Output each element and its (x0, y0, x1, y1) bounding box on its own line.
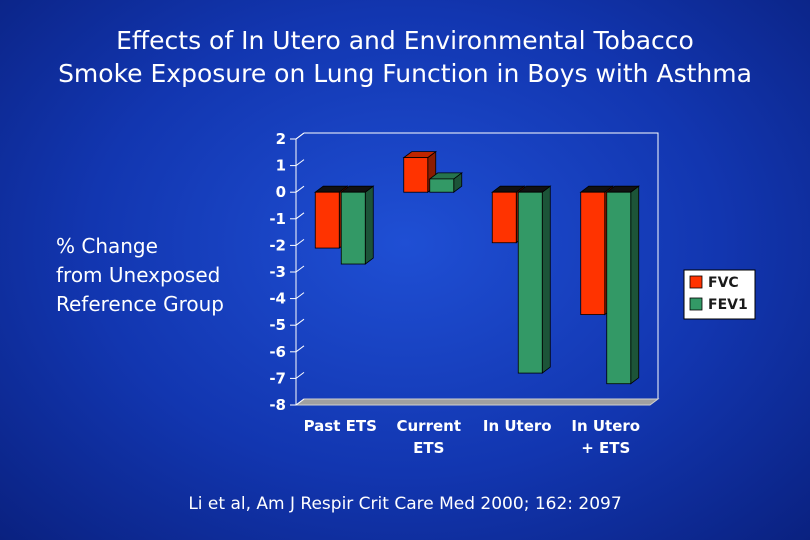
y-tick-label: -8 (269, 396, 286, 414)
x-label-2-line-2: ETS (413, 439, 444, 457)
y-tick-label: -6 (269, 343, 286, 361)
chart-title-line-1: Effects of In Utero and Environmental To… (116, 26, 694, 55)
y-tick-bevel (295, 159, 305, 167)
y-axis-label-line-2: from Unexposed (56, 263, 221, 287)
bar-fev1-2 (428, 172, 463, 193)
plot-back-edge (304, 132, 659, 399)
bar-front (491, 191, 517, 244)
bar-fev1-4 (605, 185, 640, 385)
legend-label-fvc: FVC (708, 275, 739, 291)
x-axis-labels: Past ETS Current ETS In Utero In Utero + ETS (304, 417, 641, 457)
chart-title-line-2: Smoke Exposure on Lung Function in Boys … (58, 59, 752, 88)
bar-front (580, 191, 606, 315)
y-tick-bevel (295, 318, 305, 326)
bar-side (630, 185, 640, 385)
y-axis-label-line-3: Reference Group (56, 292, 224, 316)
legend-label-fev1: FEV1 (708, 297, 748, 313)
y-tick-label: -5 (269, 316, 286, 334)
x-label-4-line-2: + ETS (581, 439, 630, 457)
y-tick-bevel (295, 238, 305, 246)
bar-side (541, 185, 551, 374)
bar-side (364, 185, 374, 265)
y-tick-label: -1 (269, 210, 286, 228)
bars (314, 150, 640, 385)
bar-front (429, 178, 455, 193)
legend-swatch-fvc (689, 275, 703, 289)
y-tick-bevel (295, 132, 305, 140)
y-tick-bevel (295, 371, 305, 379)
bar-fev1-1 (340, 185, 375, 265)
x-label-3-line-1: In Utero (483, 417, 552, 435)
y-tick-bevel (295, 398, 305, 406)
y-tick-bevel (295, 345, 305, 353)
y-axis-label-line-1: % Change (56, 234, 158, 258)
y-axis-ticks: 2 1 0 -1 -2 -3 -4 -5 -6 -7 -8 (269, 130, 305, 414)
bar-front (340, 191, 366, 265)
legend: FVC FEV1 (683, 269, 756, 320)
y-tick-bevel (295, 212, 305, 220)
chart-title: Effects of In Utero and Environmental To… (0, 24, 810, 90)
y-tick-bevel (295, 265, 305, 273)
x-label-4-line-1: In Utero (571, 417, 640, 435)
x-label-1-line-1: Past ETS (304, 417, 377, 435)
bar-front (517, 191, 543, 374)
citation: Li et al, Am J Respir Crit Care Med 2000… (188, 494, 622, 514)
legend-swatch-fev1 (689, 297, 703, 311)
y-tick-label: -2 (269, 236, 286, 254)
y-tick-label: 2 (276, 130, 286, 148)
bar-front (403, 157, 429, 193)
x-label-2-line-1: Current (396, 417, 461, 435)
y-tick-label: -3 (269, 263, 286, 281)
y-axis-label: % Change from Unexposed Reference Group (56, 232, 224, 319)
y-tick-label: 1 (276, 157, 286, 175)
y-tick-bevel (295, 292, 305, 300)
y-tick-label: 0 (276, 183, 286, 201)
y-tick-bevel (295, 185, 305, 193)
y-tick-label: -4 (269, 290, 286, 308)
y-tick-label: -7 (269, 369, 286, 387)
bar-fev1-3 (517, 185, 552, 374)
bar-front (606, 191, 632, 385)
plot-floor (294, 398, 660, 406)
bar-front (314, 191, 340, 249)
